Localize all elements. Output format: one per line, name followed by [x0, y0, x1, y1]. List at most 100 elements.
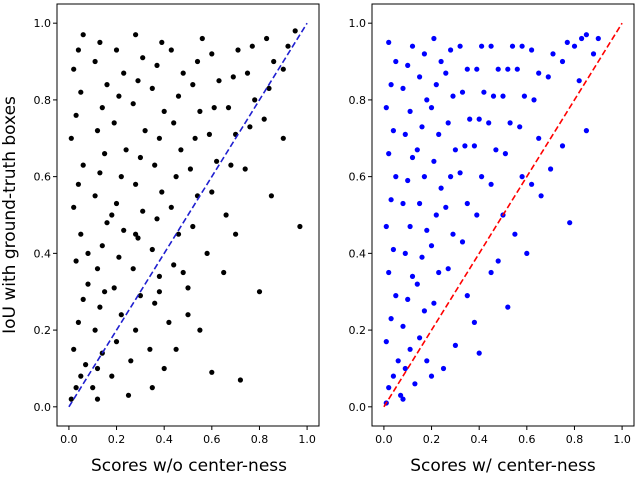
right-scatter-point [459, 89, 466, 95]
right-scatter-point [388, 82, 394, 88]
right-scatter-point [488, 181, 494, 187]
left-scatter-point [252, 97, 258, 103]
right-scatter-point [457, 170, 463, 176]
left-scatter-point [133, 32, 139, 38]
right-scatter-point [452, 342, 458, 348]
right-scatter-point [428, 105, 435, 111]
left-scatter-point [230, 74, 236, 80]
right-scatter-point [548, 166, 554, 172]
right-scatter-point [445, 266, 451, 272]
right-scatter-point [390, 128, 396, 134]
left-scatter-point [268, 193, 274, 199]
right-scatter-point [405, 62, 411, 68]
right-scatter-point [529, 47, 535, 53]
left-scatter-point [140, 55, 146, 61]
right-scatter-point [433, 212, 439, 218]
left-scatter-point [94, 396, 101, 402]
left-scatter-point [97, 304, 103, 310]
right-scatter-point [424, 227, 430, 233]
right-scatter-point [512, 231, 518, 237]
right-y-tick-label: 0.6 [349, 171, 367, 184]
left-scatter-point [156, 289, 162, 295]
left-scatter-point [71, 66, 77, 72]
left-scatter-point [156, 273, 162, 279]
right-scatter-point [417, 335, 423, 341]
right-scatter-point [409, 273, 416, 279]
right-scatter-point [390, 373, 396, 379]
right-scatter-point [400, 85, 406, 91]
right-scatter-point [393, 174, 399, 180]
left-scatter-point [280, 66, 286, 72]
right-scatter-point [464, 200, 470, 207]
left-scatter-point [166, 319, 172, 325]
right-scatter-point [421, 51, 427, 57]
left-scatter-point [178, 147, 184, 153]
left-scatter-point [71, 346, 77, 352]
left-scatter-point [235, 47, 241, 53]
left-scatter-point [130, 266, 136, 272]
left-scatter-point [99, 243, 105, 249]
right-x-axis-label: Scores w/ center-ness [410, 456, 596, 476]
right-scatter-point [400, 396, 406, 402]
right-scatter-point [419, 254, 425, 260]
left-x-tick-label: 0.6 [203, 433, 221, 446]
right-scatter-point [424, 97, 430, 103]
left-scatter-point [99, 105, 105, 111]
left-scatter-point [256, 289, 263, 295]
left-scatter-point [80, 296, 86, 302]
right-scatter-point [407, 346, 413, 352]
right-scatter-point [450, 93, 456, 99]
right-scatter-point [402, 365, 408, 372]
left-scatter-point [109, 212, 115, 218]
left-scatter-point [175, 231, 182, 237]
right-scatter-point [433, 82, 439, 88]
left-scatter-point [90, 385, 96, 391]
left-scatter-point [216, 78, 222, 84]
left-scatter-point [152, 162, 158, 168]
right-y-tick-label: 0.4 [349, 247, 367, 260]
left-scatter-point [111, 120, 117, 126]
left-scatter-point [102, 289, 108, 295]
left-scatter-point [204, 250, 210, 256]
left-scatter-point [94, 365, 101, 372]
left-y-tick-label: 0.0 [34, 401, 52, 414]
left-scatter-point [73, 112, 79, 118]
right-scatter-point [559, 58, 566, 65]
left-scatter-point [187, 166, 193, 172]
left-plot-frame [56, 3, 320, 427]
right-scatter-point [505, 66, 511, 72]
left-scatter-point [137, 154, 143, 161]
right-scatter-point [521, 93, 528, 99]
right-x-tick-label: 1.0 [613, 433, 631, 446]
right-scatter-point [419, 124, 425, 130]
right-scatter-point [438, 185, 444, 191]
left-scatter-point [154, 62, 160, 68]
left-scatter-point [185, 312, 191, 318]
right-scatter-point [405, 296, 411, 302]
right-y-tick-label: 0.2 [349, 324, 367, 337]
left-scatter-point [171, 262, 177, 268]
left-scatter-point [85, 281, 91, 287]
left-scatter-point [199, 35, 205, 42]
right-scatter-point [445, 120, 451, 126]
left-scatter-point [113, 339, 120, 345]
panel-right-scatter: 0.0 0.2 0.4 0.6 0.8 1.0 0.0 0.2 0.4 0.6 0.8 1.0 Sc… [349, 3, 635, 476]
right-scatter-point [428, 373, 435, 379]
left-scatter-point [116, 93, 122, 99]
left-scatter-point [149, 85, 155, 91]
right-scatter-point [440, 365, 447, 372]
right-scatter-point [402, 250, 408, 256]
left-scatter-point [113, 200, 120, 207]
right-scatter-point [493, 147, 499, 153]
left-scatter-point [97, 39, 103, 46]
right-scatter-point [443, 70, 449, 76]
left-scatter-point [225, 105, 232, 111]
right-scatter-point [576, 78, 582, 84]
right-scatter-point [459, 239, 466, 245]
left-scatter-point [135, 235, 141, 241]
right-scatter-point [500, 93, 506, 99]
left-scatter-point [94, 128, 101, 134]
left-x-tick-label: 0.4 [155, 433, 173, 446]
right-scatter-point [412, 381, 418, 387]
right-x-tick-label: 0.0 [375, 433, 393, 446]
